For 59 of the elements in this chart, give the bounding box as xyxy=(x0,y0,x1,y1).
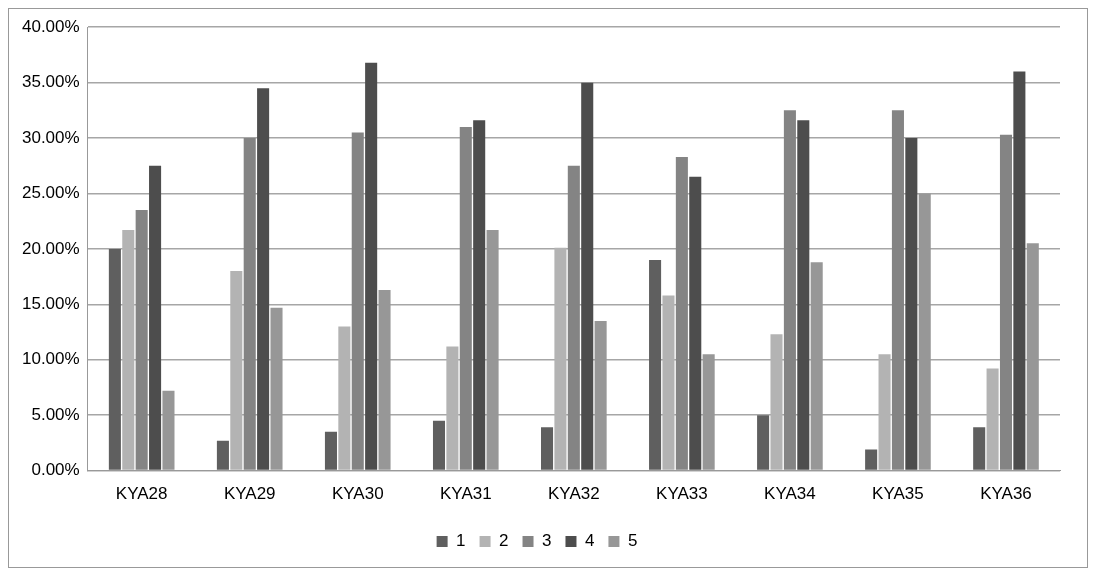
bar xyxy=(689,176,702,470)
y-tick-label: 35.00% xyxy=(21,72,80,92)
bar xyxy=(581,82,594,470)
bar xyxy=(986,368,999,470)
bar xyxy=(757,415,770,470)
bar xyxy=(338,326,351,470)
x-tick-label: KYA31 xyxy=(439,484,492,504)
bar xyxy=(905,138,918,470)
bar xyxy=(567,165,580,470)
y-tick-label: 30.00% xyxy=(21,127,80,147)
y-tick-label: 25.00% xyxy=(21,183,80,203)
legend-label: 2 xyxy=(499,531,509,551)
x-tick-label: KYA28 xyxy=(115,484,168,504)
bar xyxy=(324,431,337,470)
legend-label: 4 xyxy=(584,531,595,551)
bar xyxy=(675,156,688,470)
bar xyxy=(135,210,148,470)
bar xyxy=(459,126,472,470)
bar xyxy=(351,132,364,470)
x-tick-label: KYA35 xyxy=(872,484,924,504)
bar xyxy=(365,62,378,470)
legend-label: 3 xyxy=(542,531,552,551)
y-tick-label: 15.00% xyxy=(21,294,80,314)
y-tick-label: 5.00% xyxy=(31,404,80,424)
x-tick-label: KYA30 xyxy=(331,484,384,504)
bar xyxy=(257,88,270,470)
bar xyxy=(243,138,256,470)
y-tick-label: 40.00% xyxy=(21,16,80,36)
bar xyxy=(541,427,554,470)
bar xyxy=(973,427,986,470)
bar xyxy=(662,295,675,470)
bar xyxy=(1013,71,1026,470)
bar xyxy=(108,248,121,470)
bar xyxy=(891,110,904,470)
bar xyxy=(216,440,229,470)
bar xyxy=(149,165,162,470)
y-tick-label: 10.00% xyxy=(21,349,80,369)
x-tick-label: KYA33 xyxy=(656,484,708,504)
y-tick-label: 0.00% xyxy=(31,460,80,480)
bar xyxy=(473,120,486,470)
x-tick-label: KYA36 xyxy=(980,484,1032,504)
x-tick-label: KYA32 xyxy=(547,484,600,504)
bar xyxy=(999,134,1013,470)
bar xyxy=(783,110,796,470)
x-tick-label: KYA29 xyxy=(223,484,276,504)
bar xyxy=(649,259,662,470)
legend-label: 1 xyxy=(456,531,466,551)
bar xyxy=(554,247,567,470)
bar xyxy=(230,271,243,470)
bar xyxy=(432,420,446,470)
y-tick-label: 20.00% xyxy=(21,238,80,258)
x-tick-label: KYA34 xyxy=(764,484,816,504)
legend-label: 5 xyxy=(627,531,638,551)
bar xyxy=(865,449,878,470)
bar xyxy=(797,120,810,470)
bar xyxy=(770,334,783,470)
bar xyxy=(446,346,459,470)
bar xyxy=(878,354,891,470)
bar xyxy=(122,230,135,470)
